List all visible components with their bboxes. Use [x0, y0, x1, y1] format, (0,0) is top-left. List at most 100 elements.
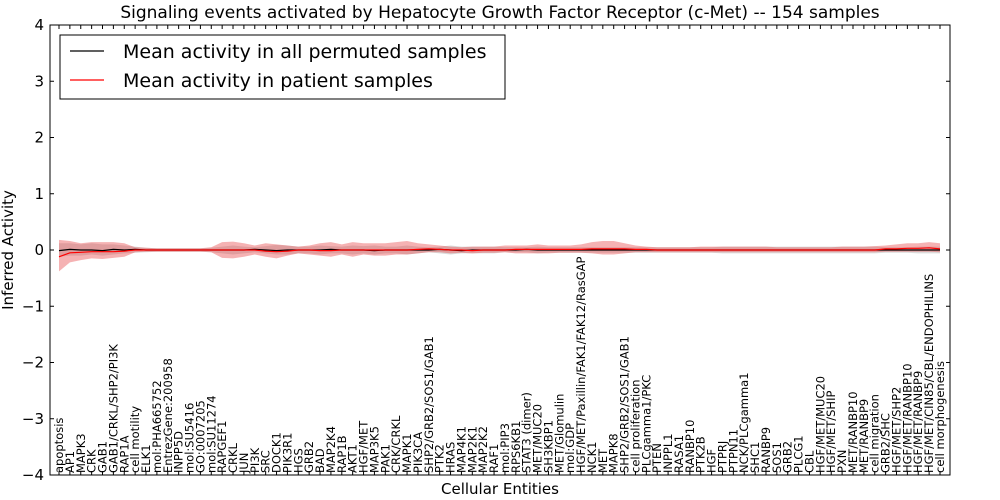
x-tick-label: JUN	[237, 453, 251, 474]
x-tick-label: AP1	[63, 451, 77, 473]
x-axis-label: Cellular Entities	[441, 480, 559, 498]
x-tick-label: mol:PIP3	[498, 423, 512, 473]
legend: Mean activity in all permuted samples Me…	[59, 34, 506, 100]
legend-label-patient: Mean activity in patient samples	[123, 70, 433, 92]
x-tick-label: HGS	[291, 448, 305, 473]
x-tick-label: RASA1	[672, 435, 686, 473]
y-tick-label: −3	[22, 410, 44, 428]
x-tick-label: MAP3K5	[367, 426, 381, 473]
x-tick-label: MET	[596, 448, 610, 473]
x-tick-label: BAD	[313, 448, 327, 473]
y-tick-label: −2	[22, 354, 44, 372]
x-tick-label: PI3K	[248, 447, 262, 473]
y-tick-label: 3	[34, 72, 44, 90]
x-tick-label: INPPL1	[661, 433, 675, 473]
x-tick-label: MET/RANBP10	[846, 391, 860, 473]
x-tick-label: CRK	[85, 449, 99, 473]
x-tick-label: PXN	[835, 450, 849, 473]
series-lines	[58, 247, 941, 258]
x-tick-label: PTK2	[433, 444, 447, 473]
x-tick-label: RPS6KB1	[509, 421, 523, 473]
x-tick-label: mol:GDP	[563, 423, 577, 473]
x-tick-label: PTPN11	[726, 429, 740, 473]
x-tick-label: GRB2/SHC	[879, 413, 893, 473]
x-tick-label: PTK2B	[694, 436, 708, 473]
x-tick-label: GO:0007205	[193, 400, 207, 473]
x-tick-label: RAP1B	[335, 435, 349, 473]
x-tick-label: HRAS	[444, 442, 458, 473]
x-tick-label: MAPK3	[74, 433, 88, 473]
x-tick-label: PLCG1	[792, 435, 806, 473]
y-tick-label: 2	[34, 129, 44, 147]
x-tick-label: mol:SU5416	[183, 403, 197, 473]
x-tick-label: GAB1/CRKL/SHP2/PI3K	[106, 344, 120, 473]
x-tick-label: MAP2K2	[476, 426, 490, 473]
legend-label-permuted: Mean activity in all permuted samples	[123, 41, 486, 63]
x-tick-label: HGF/MET/RANBP9	[911, 371, 925, 473]
x-tick-label: INPP5D	[172, 431, 186, 473]
x-tick-label: RAP1A	[117, 435, 131, 473]
x-tick-label: HGF/MET/CIN85/CBL/ENDOPHILINS	[922, 274, 936, 473]
x-tick-label: SHP2/GRB2/SOS1/GAB1	[422, 336, 436, 473]
x-tick-label: HGF/MET/MUC20	[813, 376, 827, 473]
x-tick-label: SOS1	[770, 442, 784, 473]
x-tick-label: PIK3R1	[280, 433, 294, 474]
x-tick-label: CRKL	[226, 442, 240, 473]
band-series-1	[59, 239, 940, 272]
x-tick-label: MAPK1	[400, 433, 414, 473]
y-tick-label: 1	[34, 185, 44, 203]
x-tick-label: NCK1	[585, 442, 599, 474]
x-tick-label: MET/MUC20	[531, 404, 545, 473]
x-tick-label: NCK/PLCgamma1	[737, 372, 751, 473]
legend-box	[59, 34, 506, 100]
line-series-1	[58, 247, 941, 258]
x-tick-label: RANBP9	[759, 427, 773, 473]
x-tick-label: PTEN	[650, 443, 664, 473]
x-tick-label: HGF/MET/SHIP	[824, 391, 838, 473]
x-tick-label: GRB2	[302, 441, 316, 473]
x-tick-label: SH3KBP1	[541, 420, 555, 473]
x-tick-label: SRC	[259, 450, 273, 473]
x-tick-label: MAP2K4	[324, 426, 338, 473]
x-tick-label: apoptosis	[52, 418, 66, 473]
x-tick-label: cell proliferation	[628, 379, 642, 473]
y-tick-label: −4	[22, 466, 44, 484]
x-tick-label: CBL	[802, 450, 816, 473]
x-tick-label: DOCK1	[270, 432, 284, 473]
x-tick-label: SHP2/GRB2/SOS1/GAB1	[618, 336, 632, 473]
x-tick-label: RAPGEF1	[215, 421, 229, 473]
x-tick-label: PLCgamma1/PKC	[639, 375, 653, 473]
x-tick-label: mol:SU11274	[204, 395, 218, 473]
x-tick-label: EntrezGene:200958	[161, 358, 175, 473]
x-tick-label: RANBP10	[683, 420, 697, 473]
x-axis: apoptosisAP1MAPK3CRKGAB1GAB1/CRKL/SHP2/P…	[52, 25, 947, 475]
x-tick-label: cell migration	[868, 394, 882, 473]
y-axis-label: Inferred Activity	[0, 190, 17, 310]
y-tick-label: 4	[34, 16, 44, 34]
x-tick-label: MAP4K1	[454, 426, 468, 473]
x-tick-label: HGF/MET	[357, 420, 371, 473]
x-tick-label: GRB2	[781, 441, 795, 473]
x-tick-label: mol:PHA665752	[150, 380, 164, 473]
x-tick-label: CRK/CRKL	[389, 415, 403, 473]
x-tick-label: HGF/MET/Paxillin/FAK1/FAK12/RasGAP	[574, 256, 588, 473]
chart-title: Signaling events activated by Hepatocyte…	[120, 3, 879, 23]
x-tick-label: cell morphogenesis	[933, 361, 947, 473]
y-axis: −4 −3 −2 −1 0 1 2 3 4	[22, 16, 950, 484]
x-tick-label: RAF1	[487, 444, 501, 473]
x-tick-label: AKT1	[346, 444, 360, 473]
x-tick-label: cell motility	[128, 406, 142, 473]
x-tick-label: SHC1	[748, 442, 762, 473]
x-tick-label: STAT3 (dimer)	[520, 392, 534, 473]
x-tick-label: MAPK8	[607, 433, 621, 473]
x-tick-label: MET/Glomulin	[552, 394, 566, 473]
y-tick-label: 0	[34, 241, 44, 259]
x-tick-label: MAP2K1	[465, 426, 479, 473]
x-tick-label: GAB1	[96, 441, 110, 473]
x-tick-label: HGF/MET/RANBP10	[900, 363, 914, 473]
x-tick-label: PAK1	[378, 444, 392, 473]
x-tick-label: PTPRJ	[715, 441, 729, 473]
y-tick-label: −1	[22, 297, 44, 315]
x-tick-label: HGF/MET/SHP2	[889, 387, 903, 473]
